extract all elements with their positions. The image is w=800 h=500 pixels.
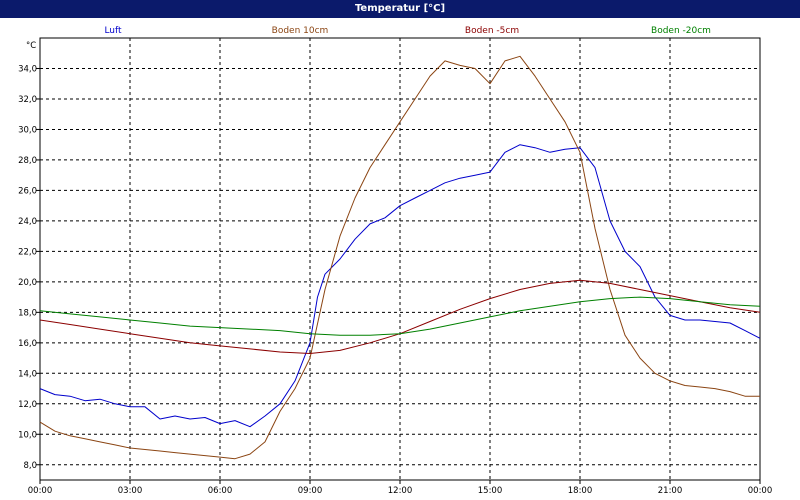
legend-entry: Boden -5cm: [465, 26, 519, 36]
x-tick-time: 03:00: [118, 486, 143, 496]
x-tick-time: 06:00: [208, 486, 233, 496]
chart-background: [0, 18, 800, 500]
y-tick-label: 24,0: [18, 217, 37, 227]
y-tick-label: 10,0: [18, 430, 37, 440]
x-axis: 00:0017.09.1803:0017.09.1806:0017.09.180…: [28, 480, 773, 496]
x-tick-time: 21:00: [658, 486, 683, 496]
grid: [40, 38, 760, 480]
series-line-3: [39, 296, 761, 336]
y-tick-label: 20,0: [18, 278, 37, 288]
y-tick-label: 16,0: [18, 339, 37, 349]
y-axis-unit: °C: [26, 41, 36, 51]
y-tick-label: 18,0: [18, 308, 37, 318]
y-tick-label: 30,0: [18, 125, 37, 135]
series-line-1: [39, 55, 760, 460]
legend: Luft Boden 10cm Boden -5cm Boden -20cm: [104, 26, 711, 36]
legend-entry: Boden 10cm: [272, 26, 329, 36]
x-tick-time: 00:00: [748, 486, 773, 496]
x-tick-time: 12:00: [388, 486, 413, 496]
y-tick-label: 22,0: [18, 247, 37, 257]
x-tick-time: 09:00: [298, 486, 323, 496]
y-tick-label: 28,0: [18, 156, 37, 166]
x-tick-time: 18:00: [568, 486, 593, 496]
chart-title: Temperatur [°C]: [0, 0, 800, 18]
y-tick-label: 32,0: [18, 95, 37, 105]
temperature-chart: Luft Boden 10cm Boden -5cm Boden -20cm °C 8…: [0, 18, 800, 500]
y-tick-label: 14,0: [18, 369, 37, 379]
x-tick-time: 00:00: [28, 486, 53, 496]
series-line-0: [39, 144, 761, 428]
y-tick-label: 12,0: [18, 400, 37, 410]
x-tick-time: 15:00: [478, 486, 503, 496]
series-group: [39, 55, 761, 460]
y-tick-label: 34,0: [18, 64, 37, 74]
legend-entry: Luft: [104, 26, 122, 36]
legend-entry: Boden -20cm: [651, 26, 711, 36]
y-axis: 8,0 10,0 12,0 14,0 16,0 18,0 20,0 22,0 24,0 26,0 2…: [18, 64, 40, 471]
y-tick-label: 8,0: [23, 461, 37, 471]
y-tick-label: 26,0: [18, 186, 37, 196]
